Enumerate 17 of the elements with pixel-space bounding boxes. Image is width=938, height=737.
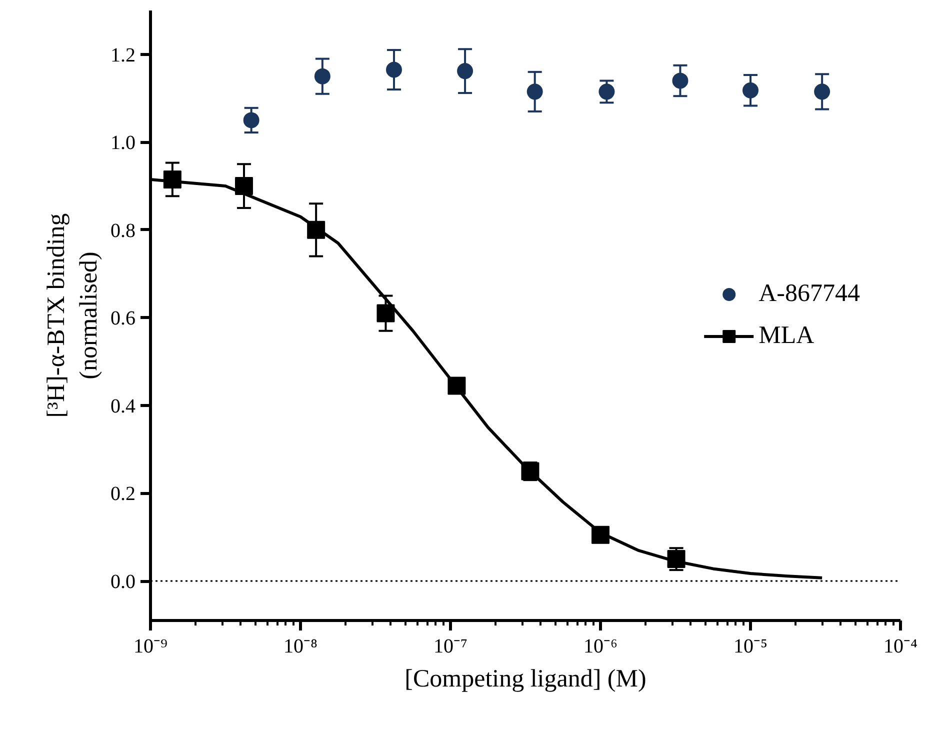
y-tick-label: 0.8	[110, 220, 136, 242]
y-tick-label: 1.0	[110, 132, 136, 154]
x-tick-label: 10⁻⁸	[284, 636, 318, 658]
x-tick-label: 10⁻⁷	[434, 636, 468, 658]
x-axis-title: [Competing ligand] (M)	[404, 666, 646, 692]
y-tick-label: 0.2	[110, 483, 136, 506]
y-tick-label: 1.2	[110, 44, 136, 66]
legend-label: MLA	[758, 322, 814, 350]
x-tick-label: 10⁻⁹	[134, 636, 168, 658]
y-tick-label: 0.0	[110, 571, 136, 594]
legend-label: A-867744	[758, 280, 860, 308]
y-tick-label: 0.6	[110, 308, 136, 330]
y-axis-title: [³H]-α-BTX binding (normalised)	[43, 212, 102, 418]
x-tick-label: 10⁻⁵	[734, 636, 768, 658]
x-tick-label: 10⁻⁶	[584, 636, 618, 658]
x-tick-label: 10⁻⁴	[884, 636, 918, 658]
y-tick-label: 0.4	[110, 395, 136, 418]
